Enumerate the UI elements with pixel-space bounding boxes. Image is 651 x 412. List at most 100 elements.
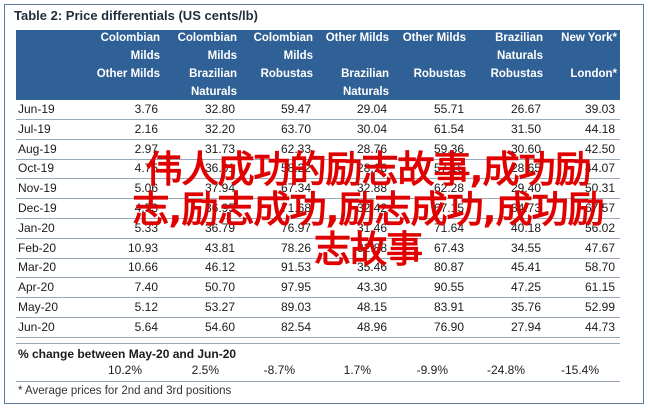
column-header: Other Milds Robustas	[390, 30, 466, 100]
price-cell: 5.12	[134, 300, 158, 314]
price-cell: 32.20	[204, 121, 235, 136]
price-cell: 32.80	[204, 102, 235, 116]
price-cell: 57.15	[433, 161, 464, 176]
price-cell: 67.15	[433, 201, 464, 215]
price-cell: 59.47	[280, 102, 311, 116]
price-cell: 50.70	[204, 280, 235, 295]
price-cell: 29.40	[510, 181, 541, 196]
row-month: Aug-19	[18, 141, 57, 156]
column-header-line: Brazilian	[341, 68, 389, 80]
price-cell: 76.97	[280, 220, 311, 235]
price-cell: 37.94	[204, 181, 235, 196]
price-cell: 5.64	[134, 319, 158, 334]
price-cell: 31.50	[510, 121, 541, 136]
price-cell: 26.67	[510, 102, 541, 116]
price-cell: 48.96	[356, 319, 387, 334]
price-cell: 97.95	[280, 280, 311, 295]
table-row: Jan-20 5.33 36.79 76.97 31.46 71.64 40.18 56.02	[16, 220, 620, 238]
row-month: Jul-19	[18, 121, 51, 136]
price-cell: 62.28	[433, 181, 464, 196]
row-divider	[16, 317, 620, 318]
price-cell: 47.67	[584, 240, 615, 255]
price-cell: 2.97	[134, 141, 158, 156]
table-row: Apr-20 7.40 50.70 97.95 43.30 90.55 47.25 61.15	[16, 279, 620, 297]
price-cell: 80.87	[433, 260, 464, 275]
footnote: * Average prices for 2nd and 3rd positio…	[18, 385, 232, 397]
percent-change-cell: 10.2%	[107, 363, 142, 377]
price-cell: 32.88	[356, 240, 387, 255]
percent-change-cell: -8.7%	[263, 363, 295, 377]
price-cell: 67.34	[280, 181, 311, 196]
price-cell: 10.93	[127, 240, 158, 255]
price-cell: 36.79	[204, 220, 235, 235]
table-row: Jun-19 3.76 32.80 59.47 29.04 55.71 26.67 39.03	[16, 101, 620, 119]
column-header-line: Naturals	[342, 86, 389, 98]
column-header-line: Milds	[207, 50, 237, 62]
price-cell: 58.70	[584, 260, 615, 275]
price-cell: 46.12	[204, 260, 235, 275]
price-cell: 89.03	[280, 300, 311, 314]
price-cell: 27.94	[510, 319, 541, 334]
price-cell: 43.81	[204, 240, 235, 255]
price-cell: 55.71	[433, 102, 464, 116]
price-cell: 61.15	[584, 280, 615, 295]
price-cell: 10.66	[127, 260, 158, 275]
row-divider	[16, 218, 620, 219]
row-month: Dec-19	[18, 201, 57, 215]
price-cell: 30.04	[356, 121, 387, 136]
price-cell: 34.55	[510, 240, 541, 255]
price-cell: 42.50	[584, 141, 615, 156]
price-cell: 58.22	[280, 161, 311, 176]
row-month: May-20	[18, 300, 59, 314]
row-divider	[16, 257, 620, 259]
percent-change-cell: -24.8%	[486, 363, 525, 377]
price-cell: 78.26	[280, 240, 311, 255]
price-cell: 35.46	[356, 260, 387, 275]
column-header: Brazilian Naturals Robustas	[467, 30, 543, 100]
price-cell: 2.16	[134, 121, 158, 136]
table-header: Colombian Milds Other Milds Colombian Milds B…	[16, 30, 620, 100]
divider	[16, 381, 620, 382]
price-cell: 29.04	[356, 102, 387, 116]
column-header-line: Robustas	[413, 68, 466, 80]
row-month: Jun-19	[18, 102, 55, 116]
column-header-line: Colombian	[100, 32, 160, 44]
table-row: Oct-19 4.75 36.01 58.22 28.16 57.15 28.65 44.07	[16, 160, 620, 178]
table-row: Feb-20 10.93 43.81 78.26 32.88 67.43 34.55 47.6…	[16, 240, 620, 258]
price-cell: 90.55	[433, 280, 464, 295]
row-divider	[16, 158, 620, 160]
price-cell: 54.60	[204, 319, 235, 334]
column-header-line: Milds	[283, 50, 313, 62]
price-cell: 63.70	[280, 121, 311, 136]
divider	[16, 343, 620, 344]
row-divider	[16, 237, 620, 239]
table-row: Dec-19 4.53 36.95 71.68 32.42 67.15 34.73 67.57	[16, 200, 620, 218]
price-cell: 43.30	[356, 280, 387, 295]
price-cell: 5.06	[134, 181, 158, 196]
percent-change-cell: -15.4%	[560, 363, 599, 377]
price-cell: 59.36	[433, 141, 464, 156]
table-frame	[4, 4, 644, 404]
price-cell: 53.27	[204, 300, 235, 314]
price-cell: 50.31	[584, 181, 615, 196]
price-cell: 4.75	[134, 161, 158, 176]
row-divider	[16, 297, 620, 299]
price-cell: 28.65	[510, 161, 541, 176]
row-month: Jan-20	[18, 220, 55, 235]
price-cell: 83.91	[433, 300, 464, 314]
price-cell: 91.53	[280, 260, 311, 275]
price-cell: 48.15	[356, 300, 387, 314]
row-divider	[16, 119, 620, 120]
price-cell: 31.73	[204, 141, 235, 156]
price-cell: 67.57	[584, 201, 615, 215]
price-cell: 62.33	[280, 141, 311, 156]
price-cell: 5.33	[134, 220, 158, 235]
price-cell: 82.54	[280, 319, 311, 334]
row-month: Nov-19	[18, 181, 57, 196]
price-cell: 28.16	[356, 161, 387, 176]
price-cell: 47.25	[510, 280, 541, 295]
column-header-line: New York*	[561, 32, 617, 44]
column-header: Colombian Milds Robustas	[237, 30, 313, 100]
column-header-line: Other Milds	[402, 32, 466, 44]
column-header-line: London*	[570, 68, 617, 80]
